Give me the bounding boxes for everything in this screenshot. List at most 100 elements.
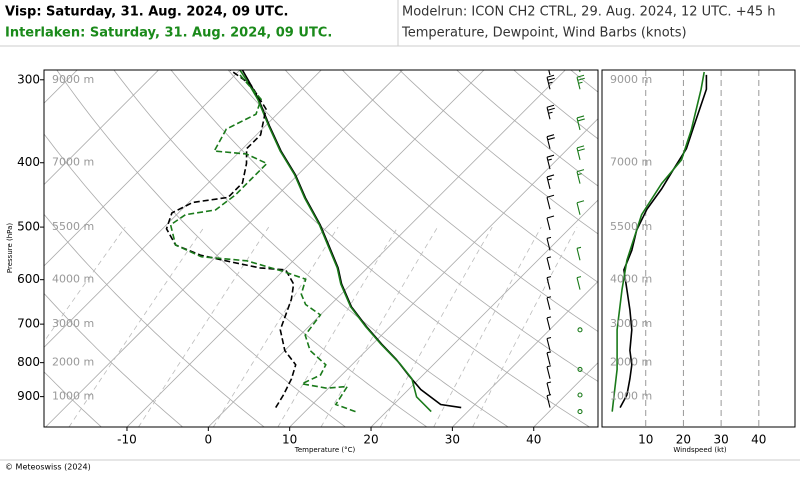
wind-barb xyxy=(546,276,552,290)
x-tick-label: 10 xyxy=(282,433,297,447)
isotherm xyxy=(44,70,241,267)
x-tick-label: 0 xyxy=(205,433,213,447)
dry-adiabat xyxy=(56,70,428,427)
dry-adiabat xyxy=(227,70,598,382)
mixing-ratio-line xyxy=(138,226,270,427)
isotherm xyxy=(289,118,598,427)
wind-barb xyxy=(546,215,555,231)
height-label: 1000 m xyxy=(52,390,94,403)
dry-adiabat xyxy=(44,292,183,427)
height-label: 5500 m xyxy=(610,220,652,233)
profile-line xyxy=(169,74,356,413)
wind-plot xyxy=(611,70,760,427)
wind-barb xyxy=(546,256,552,271)
x-axis-label: Windspeed (kt) xyxy=(673,446,726,454)
x-tick-label: 40 xyxy=(526,433,541,447)
isotherm xyxy=(533,362,598,427)
title-2: Interlaken: Saturday, 31. Aug. 2024, 09 … xyxy=(5,26,332,41)
plot-frame xyxy=(601,69,796,428)
height-label: 4000 m xyxy=(52,273,94,286)
height-label: 4000 m xyxy=(610,273,652,286)
dry-adiabat xyxy=(284,70,598,333)
profile-line xyxy=(619,74,708,408)
isotherm xyxy=(44,70,322,348)
wind-barb xyxy=(546,194,555,210)
mixing-ratio-line xyxy=(68,226,205,427)
y-tick-label: 500 xyxy=(17,220,40,234)
wind-barb xyxy=(546,74,555,90)
x-tick-label: 20 xyxy=(363,433,378,447)
dry-adiabat xyxy=(341,70,598,283)
wind-barb xyxy=(577,409,583,415)
wind-barb xyxy=(546,236,552,251)
isotherm xyxy=(696,60,800,427)
wind-barb xyxy=(546,381,552,396)
mixing-ratio-line xyxy=(277,226,399,427)
wind-barb xyxy=(577,366,583,372)
mixing-ratio-line xyxy=(379,226,493,427)
dry-adiabat xyxy=(513,70,598,140)
wind-barb xyxy=(546,351,552,365)
y-tick-label: 300 xyxy=(17,72,40,86)
height-label: 3000 m xyxy=(610,317,652,330)
x-tick-label: 30 xyxy=(445,433,460,447)
profile-line xyxy=(239,70,432,413)
height-label: 2000 m xyxy=(610,356,652,369)
mixing-ratio-line xyxy=(44,226,126,343)
wind-barb xyxy=(577,327,583,333)
dry-adiabat xyxy=(113,70,509,427)
profile-line xyxy=(165,70,297,409)
skewt-plot xyxy=(44,60,800,427)
y-tick-label: 800 xyxy=(17,355,40,369)
wind-barb xyxy=(576,246,582,261)
isotherm xyxy=(208,70,566,427)
isotherm xyxy=(615,60,800,427)
dry-adiabat xyxy=(615,60,800,427)
height-label: 2000 m xyxy=(52,356,94,369)
dry-adiabat xyxy=(785,60,800,427)
wind-barb xyxy=(546,174,555,190)
y-tick-label: 400 xyxy=(17,155,40,169)
dry-adiabat xyxy=(398,70,598,235)
axes: -10 0 10 20 30 40 300 400 500 600 700 800 900 9000 m 9… xyxy=(17,72,766,446)
wind-barb xyxy=(546,134,555,149)
plot-frame xyxy=(43,69,599,428)
dry-adiabat xyxy=(728,60,800,427)
wind-barb xyxy=(546,104,555,120)
x-axis-label: Temperature (°C) xyxy=(294,446,356,454)
x-tick-label: -10 xyxy=(117,433,137,447)
height-label: 9000 m xyxy=(52,73,94,86)
wind-barb xyxy=(576,200,585,215)
subtitle: Temperature, Dewpoint, Wind Barbs (knots… xyxy=(401,26,687,41)
height-label: 3000 m xyxy=(52,317,94,330)
y-tick-label: 600 xyxy=(17,272,40,286)
modelrun: Modelrun: ICON CH2 CTRL, 29. Aug. 2024, … xyxy=(402,5,776,20)
x-tick-label: 30 xyxy=(713,433,728,447)
x-tick-label: 40 xyxy=(751,433,766,447)
wind-barb xyxy=(546,316,552,330)
height-label: 7000 m xyxy=(52,156,94,169)
y-tick-label: 900 xyxy=(17,389,40,403)
dry-adiabat xyxy=(44,213,265,427)
wind-barb xyxy=(576,115,585,131)
wind-barb xyxy=(546,336,552,351)
wind-barb xyxy=(546,365,552,379)
title: Visp: Saturday, 31. Aug. 2024, 09 UTC. xyxy=(5,5,289,20)
height-label: 1000 m xyxy=(610,390,652,403)
wind-barb xyxy=(577,392,583,398)
dry-adiabat xyxy=(44,371,102,427)
dry-adiabat xyxy=(44,133,346,427)
dry-adiabat xyxy=(570,70,598,93)
isotherm xyxy=(126,70,485,427)
wind-barb xyxy=(576,276,582,290)
height-label: 5500 m xyxy=(52,220,94,233)
dry-adiabat xyxy=(672,60,800,427)
wind-barb xyxy=(548,70,551,76)
mixing-ratio-line xyxy=(320,226,438,427)
x-tick-label: 10 xyxy=(638,433,653,447)
wind-barb xyxy=(576,145,585,160)
wind-barb xyxy=(576,169,585,184)
mixing-ratio-line xyxy=(433,226,542,427)
